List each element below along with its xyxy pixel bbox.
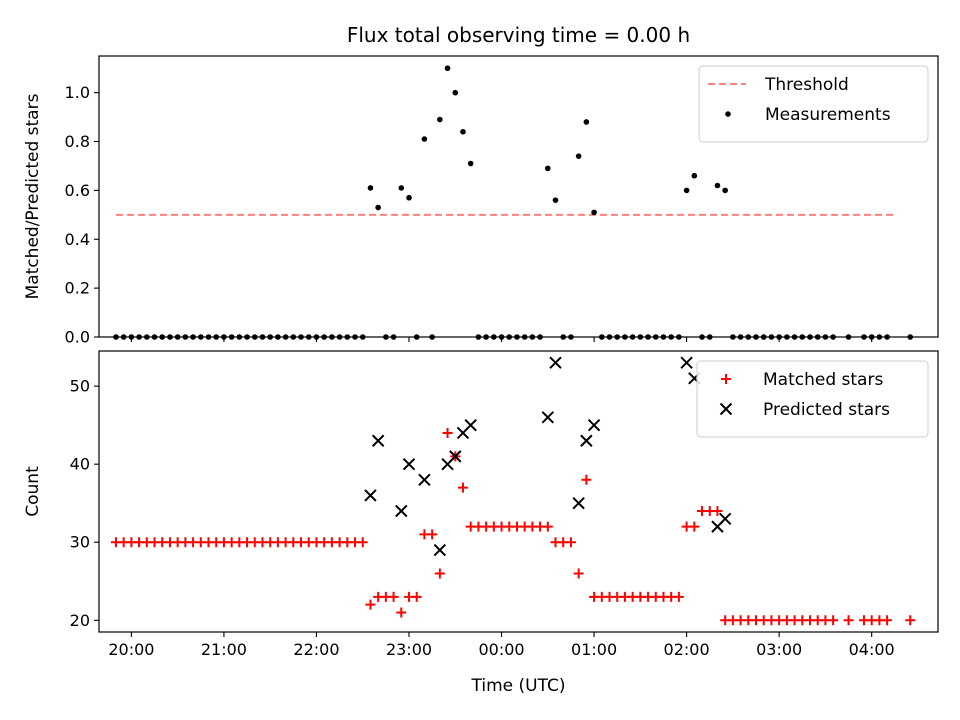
data-point xyxy=(541,411,555,424)
x-tick-label: 00:00 xyxy=(478,640,524,659)
data-point xyxy=(573,568,584,579)
data-point xyxy=(449,450,462,463)
y-tick-label: 0.2 xyxy=(65,279,90,298)
y-tick-label: 0.4 xyxy=(65,230,90,249)
legend-label: Threshold xyxy=(764,75,849,95)
legend-label: Matched stars xyxy=(763,370,883,390)
data-point xyxy=(542,521,553,532)
x-tick-label: 04:00 xyxy=(849,640,895,659)
data-point xyxy=(367,185,374,191)
data-point xyxy=(388,591,399,602)
data-point xyxy=(828,615,839,626)
chart-panel-1: 0.0 0.2 0.4 0.6 0.8 1.0 Flux total observing t… xyxy=(23,23,939,347)
data-point xyxy=(580,434,593,447)
data-point xyxy=(565,537,576,548)
y-tick-label: 0.0 xyxy=(65,328,90,347)
y-axis-label: Count xyxy=(23,466,43,517)
chart-panel-2: 20 30 40 50 20:00 21:00 22:00 23:00 00:00 01:00 02… xyxy=(23,350,939,696)
data-point xyxy=(467,160,474,167)
x-tick-label: 20:00 xyxy=(108,640,154,659)
series-matched-stars xyxy=(110,427,916,626)
data-point xyxy=(460,128,466,135)
data-point xyxy=(712,506,723,517)
data-point xyxy=(418,473,431,486)
y-tick-label: 0.6 xyxy=(65,181,90,200)
data-point xyxy=(691,172,698,179)
data-point xyxy=(433,543,447,557)
data-point xyxy=(371,434,385,447)
data-point xyxy=(442,427,453,438)
legend-swatch xyxy=(719,402,733,416)
data-point xyxy=(680,356,693,369)
data-point xyxy=(464,418,477,432)
data-point xyxy=(673,591,684,602)
x-tick-label: 22:00 xyxy=(293,640,339,659)
legend-swatch xyxy=(721,374,731,384)
data-point xyxy=(581,474,592,485)
data-point xyxy=(434,568,445,579)
data-point xyxy=(396,607,407,618)
data-point xyxy=(882,615,893,626)
data-point xyxy=(421,136,428,142)
x-axis-label: Time (UTC) xyxy=(471,676,566,696)
data-point xyxy=(457,482,468,493)
chart-title: Flux total observing time = 0.00 h xyxy=(347,23,690,47)
x-tick-label: 23:00 xyxy=(386,640,432,659)
axes-frame xyxy=(98,55,939,338)
axes-frame xyxy=(98,350,939,633)
y-axis-label: Matched/Predicted stars xyxy=(23,93,43,299)
data-point xyxy=(357,537,368,548)
data-point xyxy=(444,65,451,72)
y-tick-label: 1.0 xyxy=(65,83,90,102)
data-point xyxy=(552,197,559,203)
y-tick-label: 30 xyxy=(70,533,90,552)
data-point xyxy=(583,119,590,125)
data-point xyxy=(714,182,721,189)
data-point xyxy=(364,489,377,502)
data-point xyxy=(375,204,381,211)
y-tick-label: 0.8 xyxy=(65,132,90,151)
data-point xyxy=(718,512,732,526)
data-point xyxy=(452,89,459,96)
legend-swatch xyxy=(725,111,731,117)
legend-box xyxy=(696,360,929,438)
data-point xyxy=(406,194,412,201)
data-point xyxy=(411,591,422,602)
data-point xyxy=(427,529,438,540)
data-point xyxy=(402,457,416,471)
data-point xyxy=(905,615,916,626)
data-point xyxy=(843,615,854,626)
data-point xyxy=(437,116,443,123)
legend: Matched stars Predicted stars xyxy=(696,360,929,438)
data-point xyxy=(545,165,551,172)
data-point xyxy=(572,497,585,510)
y-tick-label: 40 xyxy=(70,455,90,474)
data-point xyxy=(575,153,582,159)
y-tick-label: 50 xyxy=(70,377,90,396)
data-point xyxy=(722,187,728,194)
x-tick-label: 02:00 xyxy=(664,640,710,659)
data-point xyxy=(365,599,376,610)
x-tick-label: 01:00 xyxy=(571,640,617,659)
legend-label: Predicted stars xyxy=(763,400,890,420)
data-point xyxy=(549,356,562,369)
data-point xyxy=(398,185,405,191)
data-point xyxy=(689,521,700,532)
legend: Threshold Measurements xyxy=(698,65,929,143)
legend-label: Measurements xyxy=(765,105,891,125)
data-point xyxy=(591,209,597,216)
data-point xyxy=(587,418,601,432)
y-tick-label: 20 xyxy=(70,611,90,630)
x-tick-label: 03:00 xyxy=(756,640,802,659)
data-point xyxy=(395,504,408,518)
legend-box xyxy=(698,65,929,143)
data-point xyxy=(683,187,690,194)
x-tick-label: 21:00 xyxy=(201,640,247,659)
